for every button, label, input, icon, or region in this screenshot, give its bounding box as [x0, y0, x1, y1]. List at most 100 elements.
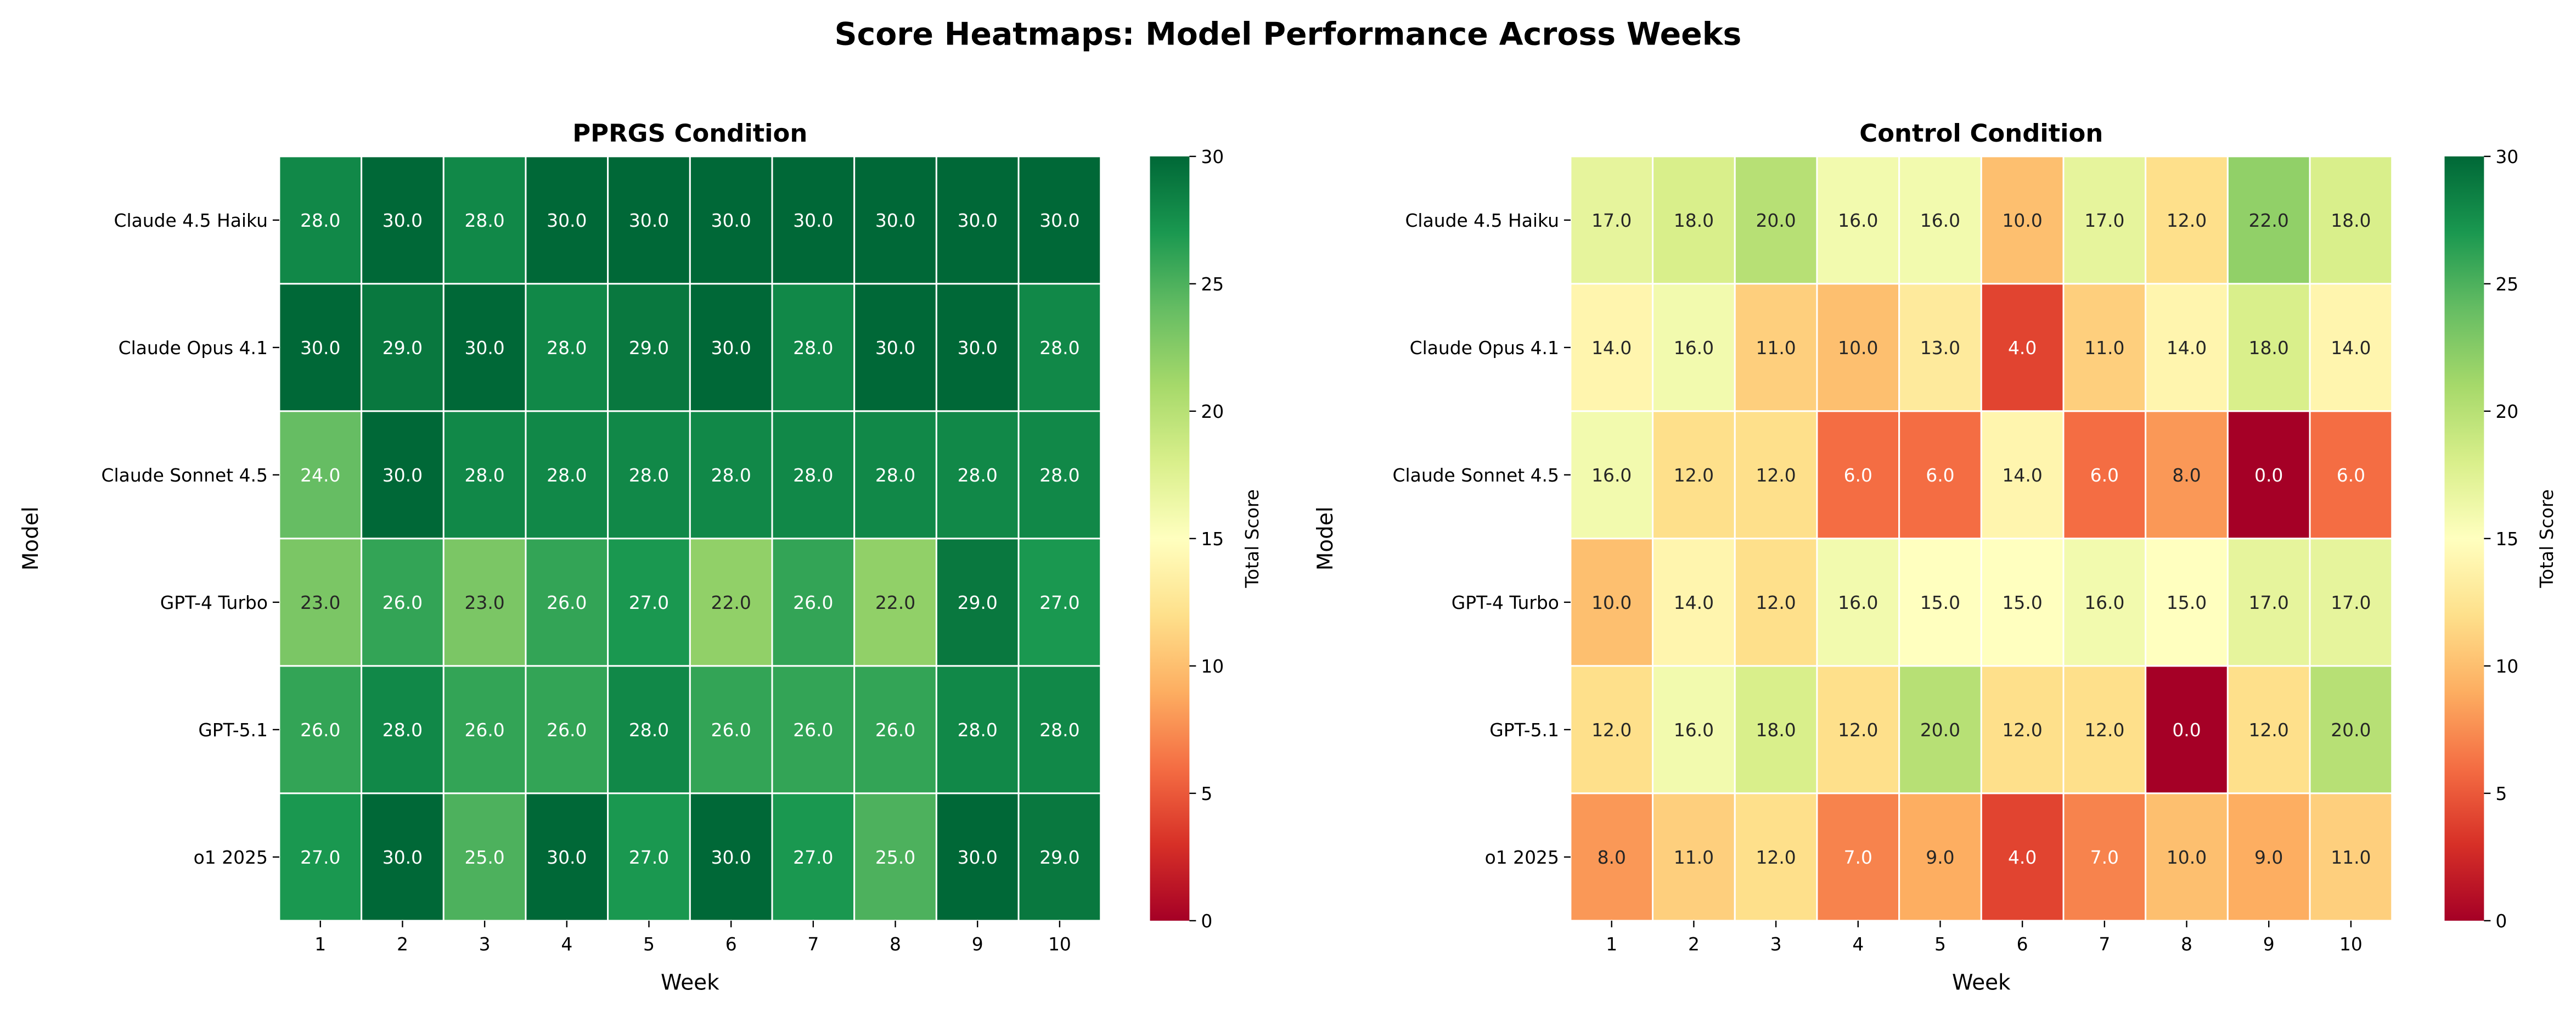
heatmap-cell	[1980, 283, 2065, 412]
heatmap-cell	[1980, 665, 2065, 794]
cell-label: 16.0	[1674, 337, 1714, 359]
cell-label: 10.0	[1838, 337, 1878, 359]
x-tick-label: 4	[1852, 933, 1864, 955]
cell-label: 20.0	[1920, 719, 1960, 741]
cell-label: 26.0	[875, 719, 915, 741]
y-tick-label: o1 2025	[1485, 847, 1559, 868]
cell-label: 23.0	[464, 592, 504, 613]
y-tick-label: Claude Opus 4.1	[1410, 337, 1559, 359]
y-tick-label: GPT-4 Turbo	[1452, 592, 1559, 613]
cell-label: 28.0	[547, 464, 587, 486]
y-tick-label: Claude Sonnet 4.5	[1393, 464, 1559, 486]
colorbar-tick-label: 5	[1201, 783, 1212, 804]
cell-label: 17.0	[2249, 592, 2289, 613]
heatmap-cell	[771, 792, 856, 922]
x-tick-label: 5	[643, 933, 655, 955]
cell-label: 4.0	[2008, 847, 2037, 868]
cell-label: 25.0	[464, 847, 504, 868]
heatmap-cell	[1816, 538, 1900, 667]
cell-label: 17.0	[2084, 210, 2124, 231]
heatmap-cell	[853, 283, 937, 412]
y-tick-label: GPT-5.1	[198, 719, 268, 741]
heatmap-cell	[1816, 792, 1900, 922]
x-tick-label: 9	[2263, 933, 2275, 955]
y-tick-label: Claude 4.5 Haiku	[114, 210, 267, 231]
x-tick-label: 10	[1048, 933, 1071, 955]
heatmap-cell	[1816, 410, 1900, 540]
heatmap-cell	[2145, 410, 2229, 540]
heatmap-cell	[1980, 155, 2065, 285]
cell-label: 28.0	[958, 719, 998, 741]
cell-label: 10.0	[2167, 847, 2207, 868]
heatmap-cell	[1980, 410, 2065, 540]
x-axis-label: Week	[1952, 971, 2011, 995]
heatmap-cell	[1017, 410, 1102, 540]
heatmap-cell	[607, 792, 691, 922]
heatmap-cell	[607, 665, 691, 794]
heatmap-cell	[1570, 283, 1654, 412]
heatmap-cell	[1734, 538, 1818, 667]
cell-label: 12.0	[1674, 464, 1714, 486]
x-tick-label: 7	[807, 933, 819, 955]
cell-label: 14.0	[2003, 464, 2043, 486]
cell-label: 30.0	[1039, 210, 1079, 231]
colorbar-tick-label: 20	[1201, 401, 1224, 422]
heatmap-cell	[1898, 538, 1982, 667]
colorbar-tick-label: 30	[1201, 146, 1224, 167]
cell-label: 6.0	[1844, 464, 1872, 486]
cell-label: 30.0	[875, 210, 915, 231]
y-tick-label: Claude Opus 4.1	[119, 337, 268, 359]
cell-label: 30.0	[875, 337, 915, 359]
subplot-title: Control Condition	[1859, 119, 2103, 148]
cell-label: 26.0	[793, 592, 833, 613]
x-tick-label: 9	[972, 933, 983, 955]
heatmap-cell	[1652, 410, 1736, 540]
heatmap-cell	[1570, 538, 1654, 667]
cell-label: 28.0	[1039, 337, 1079, 359]
heatmap-cell	[1734, 792, 1818, 922]
y-axis-label: Model	[1313, 506, 1338, 570]
heatmap-cell	[525, 155, 609, 285]
cell-label: 28.0	[629, 719, 669, 741]
heatmap-cell	[2309, 792, 2393, 922]
cell-label: 16.0	[1838, 592, 1878, 613]
heatmap-cell	[689, 410, 773, 540]
heatmap-cell	[2309, 665, 2393, 794]
heatmap-cell	[607, 283, 691, 412]
heatmap-cell	[935, 665, 1020, 794]
heatmap-cell	[2062, 410, 2147, 540]
heatmap-cell	[853, 155, 937, 285]
cell-label: 30.0	[958, 337, 998, 359]
colorbar-tick-label: 5	[2495, 783, 2507, 804]
cell-label: 28.0	[1039, 464, 1079, 486]
cell-label: 12.0	[2249, 719, 2289, 741]
colorbar-tick-label: 10	[2495, 656, 2518, 677]
heatmap-cell	[771, 410, 856, 540]
heatmap-cell	[2309, 538, 2393, 667]
colorbar-tick-label: 15	[2495, 528, 2518, 550]
cell-label: 18.0	[2249, 337, 2289, 359]
cell-label: 8.0	[2172, 464, 2201, 486]
cell-label: 8.0	[1598, 847, 1626, 868]
cell-label: 12.0	[1756, 464, 1796, 486]
cell-label: 26.0	[547, 719, 587, 741]
heatmap-cell	[689, 792, 773, 922]
y-tick-label: GPT-5.1	[1489, 719, 1559, 741]
x-tick-label: 5	[1934, 933, 1946, 955]
cell-label: 28.0	[547, 337, 587, 359]
heatmap-cell	[1898, 155, 1982, 285]
figure-title: Score Heatmaps: Model Performance Across…	[835, 16, 1742, 52]
y-tick-label: GPT-4 Turbo	[160, 592, 268, 613]
cell-label: 10.0	[2003, 210, 2043, 231]
heatmap-cell	[442, 283, 527, 412]
heatmap-cell	[853, 792, 937, 922]
cell-label: 28.0	[711, 464, 751, 486]
heatmap-cell	[1898, 665, 1982, 794]
heatmap-pprgs: PPRGS Condition 28.0 30.0 28.0 30.0 30.0 30.0 3…	[19, 119, 1263, 995]
cell-label: 12.0	[2003, 719, 2043, 741]
subplot-title: PPRGS Condition	[572, 119, 807, 148]
cell-label: 30.0	[383, 464, 423, 486]
cell-label: 16.0	[1591, 464, 1632, 486]
colorbar-tick-label: 25	[2495, 273, 2518, 295]
cell-label: 30.0	[711, 847, 751, 868]
